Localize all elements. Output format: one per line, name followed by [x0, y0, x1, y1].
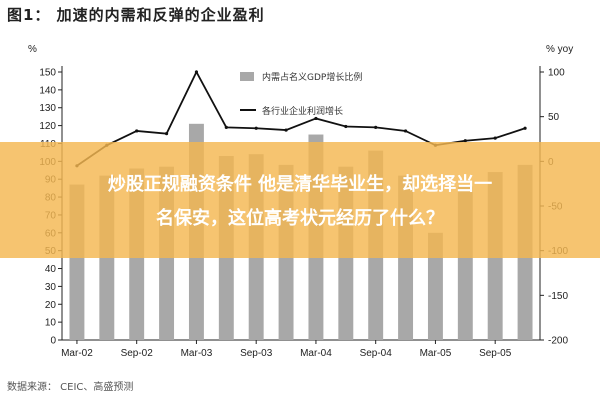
x-tick-label: Sep-02 — [121, 348, 154, 359]
legend-label-bar: 内需占名义GDP增长比例 — [262, 71, 362, 83]
line-point — [254, 126, 258, 130]
right-axis-label: % yoy — [546, 44, 573, 55]
promo-line-2: 名保安，这位高考状元经历了什么？ — [156, 208, 444, 229]
right-tick-label: -150 — [548, 291, 568, 302]
x-tick-label: Mar-03 — [181, 348, 213, 359]
promo-line-1: 炒股正规融资条件 他是清华毕业生，却选择当一 — [107, 174, 493, 195]
line-point — [403, 129, 408, 133]
x-tick-label: Mar-05 — [420, 348, 452, 359]
x-tick-label: Mar-02 — [61, 348, 93, 359]
line-point — [374, 125, 378, 129]
line-point — [164, 132, 169, 136]
chart-title: 图1： 加速的内需和反弹的企业盈利 — [7, 6, 265, 24]
left-tick-label: 120 — [39, 121, 56, 132]
line-point — [463, 139, 467, 143]
x-tick-label: Sep-04 — [360, 348, 393, 359]
left-tick-label: 10 — [45, 318, 57, 329]
legend-swatch-bar — [240, 72, 254, 81]
line-point — [284, 128, 288, 132]
left-tick-label: 150 — [39, 68, 56, 79]
left-tick-label: 140 — [39, 85, 56, 96]
right-tick-label: -200 — [548, 336, 568, 347]
x-tick-label: Mar-04 — [300, 348, 332, 359]
source-note: 数据来源： CEIC、高盛预测 — [7, 382, 134, 393]
right-tick-label: 50 — [548, 112, 560, 123]
left-axis-label: % — [28, 44, 37, 55]
right-tick-label: 100 — [548, 68, 565, 79]
x-tick-label: Sep-05 — [479, 348, 512, 359]
promo-overlay-band — [0, 142, 600, 258]
x-tick-label: Sep-03 — [240, 348, 273, 359]
promo-overlay-text[interactable]: 炒股正规融资条件 他是清华毕业生，却选择当一 名保安，这位高考状元经历了什么？ — [0, 168, 600, 236]
left-tick-label: 40 — [45, 264, 57, 275]
line-point — [135, 129, 139, 133]
line-point — [493, 136, 497, 140]
left-tick-label: 0 — [50, 336, 56, 347]
left-tick-label: 20 — [45, 300, 57, 311]
line-point — [314, 116, 318, 121]
line-point — [194, 70, 199, 74]
line-point — [523, 126, 527, 130]
line-point — [344, 124, 348, 129]
legend-label-line: 各行业企业利润增长 — [262, 105, 343, 117]
bar — [427, 232, 443, 340]
left-tick-label: 30 — [45, 282, 57, 293]
left-tick-label: 130 — [39, 103, 56, 114]
line-point — [224, 125, 228, 129]
